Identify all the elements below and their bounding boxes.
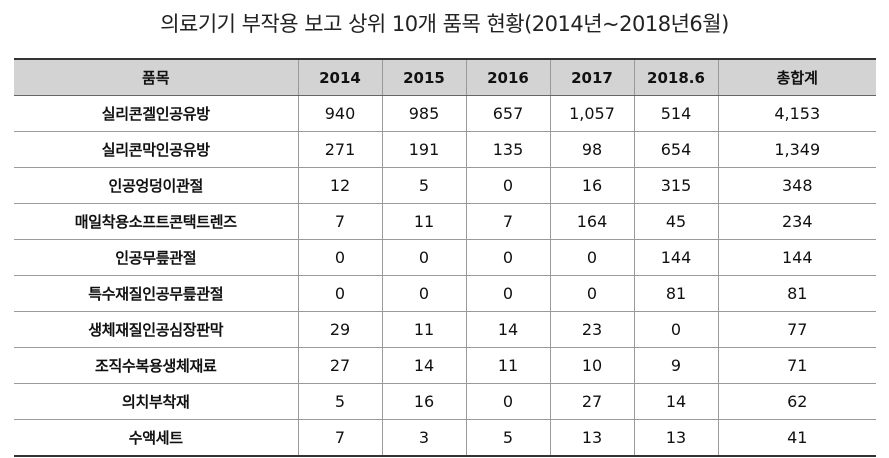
- value-cell: 14: [381, 347, 466, 384]
- total-cell: 144: [717, 239, 876, 276]
- header-2018-6: 2018.6: [633, 58, 718, 96]
- value-cell: 0: [465, 275, 550, 312]
- total-cell: 4,153: [717, 95, 876, 132]
- value-cell: 0: [465, 239, 550, 276]
- table-row: 의치부착재 5 16 0 27 14 62: [14, 383, 876, 420]
- total-cell: 81: [717, 275, 876, 312]
- value-cell: 985: [381, 95, 466, 132]
- value-cell: 7: [465, 203, 550, 240]
- value-cell: 271: [297, 131, 382, 168]
- value-cell: 10: [549, 347, 634, 384]
- value-cell: 9: [633, 347, 718, 384]
- total-cell: 348: [717, 167, 876, 204]
- value-cell: 657: [465, 95, 550, 132]
- total-cell: 1,349: [717, 131, 876, 168]
- value-cell: 11: [381, 203, 466, 240]
- value-cell: 27: [297, 347, 382, 384]
- value-cell: 0: [465, 167, 550, 204]
- item-cell: 인공무릎관절: [14, 239, 298, 276]
- value-cell: 11: [381, 311, 466, 348]
- value-cell: 0: [549, 239, 634, 276]
- value-cell: 0: [381, 275, 466, 312]
- table-row: 인공무릎관절 0 0 0 0 144 144: [14, 239, 876, 276]
- item-cell: 인공엉덩이관절: [14, 167, 298, 204]
- item-cell: 실리콘겔인공유방: [14, 95, 298, 132]
- value-cell: 0: [549, 275, 634, 312]
- value-cell: 1,057: [549, 95, 634, 132]
- value-cell: 27: [549, 383, 634, 420]
- value-cell: 0: [297, 275, 382, 312]
- total-cell: 234: [717, 203, 876, 240]
- value-cell: 135: [465, 131, 550, 168]
- value-cell: 5: [297, 383, 382, 420]
- table-row: 조직수복용생체재료 27 14 11 10 9 71: [14, 347, 876, 384]
- value-cell: 5: [465, 419, 550, 457]
- table-row: 매일착용소프트콘택트렌즈 7 11 7 164 45 234: [14, 203, 876, 240]
- item-cell: 특수재질인공무릎관절: [14, 275, 298, 312]
- value-cell: 191: [381, 131, 466, 168]
- header-2014: 2014: [297, 58, 382, 96]
- value-cell: 13: [549, 419, 634, 457]
- value-cell: 144: [633, 239, 718, 276]
- value-cell: 7: [297, 203, 382, 240]
- value-cell: 16: [381, 383, 466, 420]
- value-cell: 14: [633, 383, 718, 420]
- header-2017: 2017: [549, 58, 634, 96]
- value-cell: 164: [549, 203, 634, 240]
- value-cell: 7: [297, 419, 382, 457]
- value-cell: 14: [465, 311, 550, 348]
- value-cell: 0: [633, 311, 718, 348]
- value-cell: 12: [297, 167, 382, 204]
- value-cell: 0: [297, 239, 382, 276]
- value-cell: 16: [549, 167, 634, 204]
- item-cell: 조직수복용생체재료: [14, 347, 298, 384]
- value-cell: 45: [633, 203, 718, 240]
- item-cell: 수액세트: [14, 419, 298, 457]
- total-cell: 62: [717, 383, 876, 420]
- table-row: 특수재질인공무릎관절 0 0 0 0 81 81: [14, 275, 876, 312]
- value-cell: 654: [633, 131, 718, 168]
- value-cell: 11: [465, 347, 550, 384]
- value-cell: 29: [297, 311, 382, 348]
- value-cell: 13: [633, 419, 718, 457]
- item-cell: 매일착용소프트콘택트렌즈: [14, 203, 298, 240]
- value-cell: 0: [465, 383, 550, 420]
- header-2016: 2016: [465, 58, 550, 96]
- value-cell: 5: [381, 167, 466, 204]
- value-cell: 940: [297, 95, 382, 132]
- table-row: 수액세트 7 3 5 13 13 41: [14, 419, 876, 457]
- item-cell: 실리콘막인공유방: [14, 131, 298, 168]
- total-cell: 41: [717, 419, 876, 457]
- value-cell: 0: [381, 239, 466, 276]
- header-total: 총합계: [717, 58, 876, 96]
- item-cell: 의치부착재: [14, 383, 298, 420]
- value-cell: 98: [549, 131, 634, 168]
- table-row: 인공엉덩이관절 12 5 0 16 315 348: [14, 167, 876, 204]
- total-cell: 71: [717, 347, 876, 384]
- item-cell: 생체재질인공심장판막: [14, 311, 298, 348]
- report-table: 품목 2014 2015 2016 2017 2018.6 총합계 실리콘겔인공…: [14, 58, 876, 457]
- table-row: 실리콘겔인공유방 940 985 657 1,057 514 4,153: [14, 95, 876, 132]
- value-cell: 23: [549, 311, 634, 348]
- total-cell: 77: [717, 311, 876, 348]
- table-title: 의료기기 부작용 보고 상위 10개 품목 현황(2014년~2018년6월): [160, 12, 729, 36]
- header-item: 품목: [14, 58, 298, 96]
- header-row: 품목 2014 2015 2016 2017 2018.6 총합계: [14, 58, 876, 96]
- value-cell: 315: [633, 167, 718, 204]
- header-2015: 2015: [381, 58, 466, 96]
- table-row: 생체재질인공심장판막 29 11 14 23 0 77: [14, 311, 876, 348]
- value-cell: 514: [633, 95, 718, 132]
- value-cell: 81: [633, 275, 718, 312]
- table-row: 실리콘막인공유방 271 191 135 98 654 1,349: [14, 131, 876, 168]
- value-cell: 3: [381, 419, 466, 457]
